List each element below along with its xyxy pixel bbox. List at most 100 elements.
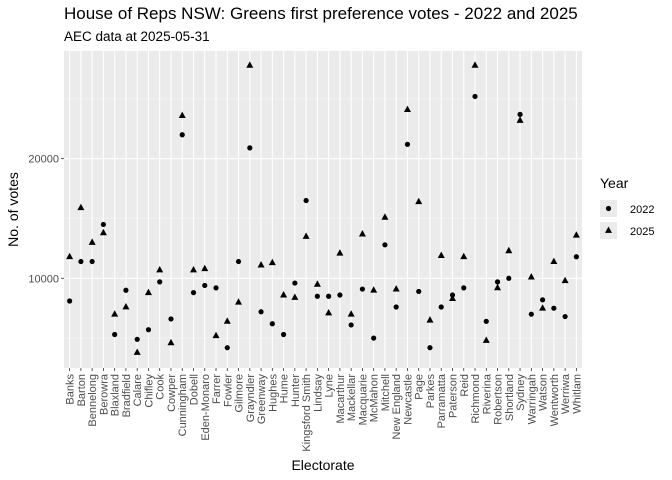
point-2025 — [505, 246, 513, 254]
plot-panel — [64, 51, 582, 368]
point-2022 — [157, 279, 163, 285]
point-2025 — [302, 232, 310, 239]
x-tick-label: Banks — [65, 374, 77, 405]
x-tick-label: New England — [391, 374, 403, 439]
point-2025 — [392, 285, 400, 292]
point-2022 — [438, 304, 444, 310]
x-tick-label: Warringah — [526, 374, 538, 424]
point-2022 — [179, 132, 185, 138]
point-2025 — [527, 273, 535, 280]
x-tick-label: Eden-Monaro — [200, 374, 212, 441]
x-tick-label: Fowler — [222, 374, 234, 407]
legend-label-2025: 2025 — [630, 226, 654, 238]
x-tick-label: Calare — [132, 374, 144, 406]
point-2022 — [427, 345, 433, 351]
x-tick-label: Shortland — [504, 374, 516, 421]
point-2025 — [482, 336, 490, 343]
point-2022 — [382, 242, 388, 248]
point-2025 — [403, 105, 411, 113]
point-2022 — [112, 331, 118, 338]
y-tick-label: 20000 — [28, 154, 59, 166]
point-2022 — [269, 321, 275, 327]
x-tick-label: Blaxland — [110, 374, 122, 416]
point-2022 — [280, 331, 287, 338]
point-2025 — [246, 61, 254, 68]
point-2022 — [134, 336, 140, 342]
point-2025 — [426, 316, 434, 323]
point-2022 — [573, 254, 579, 260]
chart-subtitle: AEC data at 2025-05-31 — [64, 29, 210, 44]
point-2022 — [67, 298, 73, 304]
point-2022 — [416, 288, 422, 295]
point-2025 — [223, 317, 231, 324]
legend-title: Year — [600, 175, 629, 191]
legend-marker-2022 — [605, 205, 612, 212]
x-tick-label: Whitlam — [571, 374, 583, 414]
point-2025 — [415, 197, 423, 205]
point-2025 — [167, 338, 175, 346]
point-2025 — [437, 251, 445, 258]
x-tick-label: Parramatta — [436, 373, 448, 428]
point-2022 — [213, 285, 219, 291]
point-2025 — [280, 291, 288, 298]
x-tick-label: Sydney — [515, 374, 527, 411]
point-2022 — [359, 286, 366, 292]
point-2022 — [235, 258, 242, 265]
point-2025 — [133, 348, 141, 355]
point-2022 — [89, 258, 95, 265]
x-tick-label: Richmond — [470, 374, 482, 424]
point-2022 — [472, 93, 478, 100]
x-tick-label: Reid — [459, 374, 471, 397]
point-2022 — [292, 280, 298, 286]
x-tick-label: Lindsay — [312, 374, 324, 412]
x-tick-label: Paterson — [448, 374, 460, 418]
x-tick-label: Newcastle — [402, 374, 414, 425]
point-2022 — [551, 305, 557, 311]
y-axis-title: No. of votes — [5, 172, 21, 247]
point-2025 — [381, 213, 389, 220]
x-tick-label: Barton — [76, 374, 88, 406]
x-tick-label: Hume — [279, 374, 291, 403]
point-2022 — [517, 111, 523, 117]
point-2022 — [258, 309, 264, 315]
x-tick-label: Greenway — [256, 374, 268, 425]
point-2022 — [337, 292, 343, 298]
point-2025 — [471, 61, 479, 68]
point-2025 — [572, 231, 580, 238]
x-tick-label: Dobell — [189, 374, 201, 405]
point-2025 — [122, 303, 130, 310]
x-tick-label: Macarthur — [335, 374, 347, 424]
x-tick-label: Chifley — [143, 374, 155, 408]
x-tick-label: Berowra — [98, 373, 110, 415]
point-2025 — [77, 203, 85, 211]
point-2025 — [325, 309, 333, 316]
point-2025 — [460, 252, 468, 260]
x-tick-label: Gilmore — [234, 374, 246, 413]
point-2022 — [123, 287, 129, 293]
point-2025 — [257, 261, 265, 268]
point-2025 — [539, 304, 547, 311]
point-2022 — [562, 313, 568, 320]
point-2022 — [247, 145, 253, 151]
x-tick-label: Riverina — [481, 373, 493, 414]
point-2025 — [156, 265, 164, 273]
x-tick-label: Farrer — [211, 374, 223, 404]
point-2025 — [88, 238, 96, 245]
point-2022 — [190, 290, 197, 296]
point-2025 — [190, 265, 197, 273]
x-tick-label: Hughes — [267, 374, 279, 412]
x-tick-label: Watson — [538, 374, 550, 411]
point-2025 — [212, 331, 220, 339]
x-tick-label: Bradfield — [121, 374, 133, 417]
point-2022 — [145, 327, 152, 333]
point-2022 — [539, 297, 546, 303]
x-tick-label: Werriwa — [560, 373, 572, 414]
x-axis-title: Electorate — [291, 457, 354, 473]
point-2022 — [348, 322, 354, 328]
point-2025 — [370, 286, 378, 293]
point-2022 — [168, 316, 174, 322]
x-tick-label: Bennelong — [87, 374, 99, 427]
chart-title: House of Reps NSW: Greens first preferen… — [64, 4, 578, 23]
point-2025 — [144, 288, 152, 296]
